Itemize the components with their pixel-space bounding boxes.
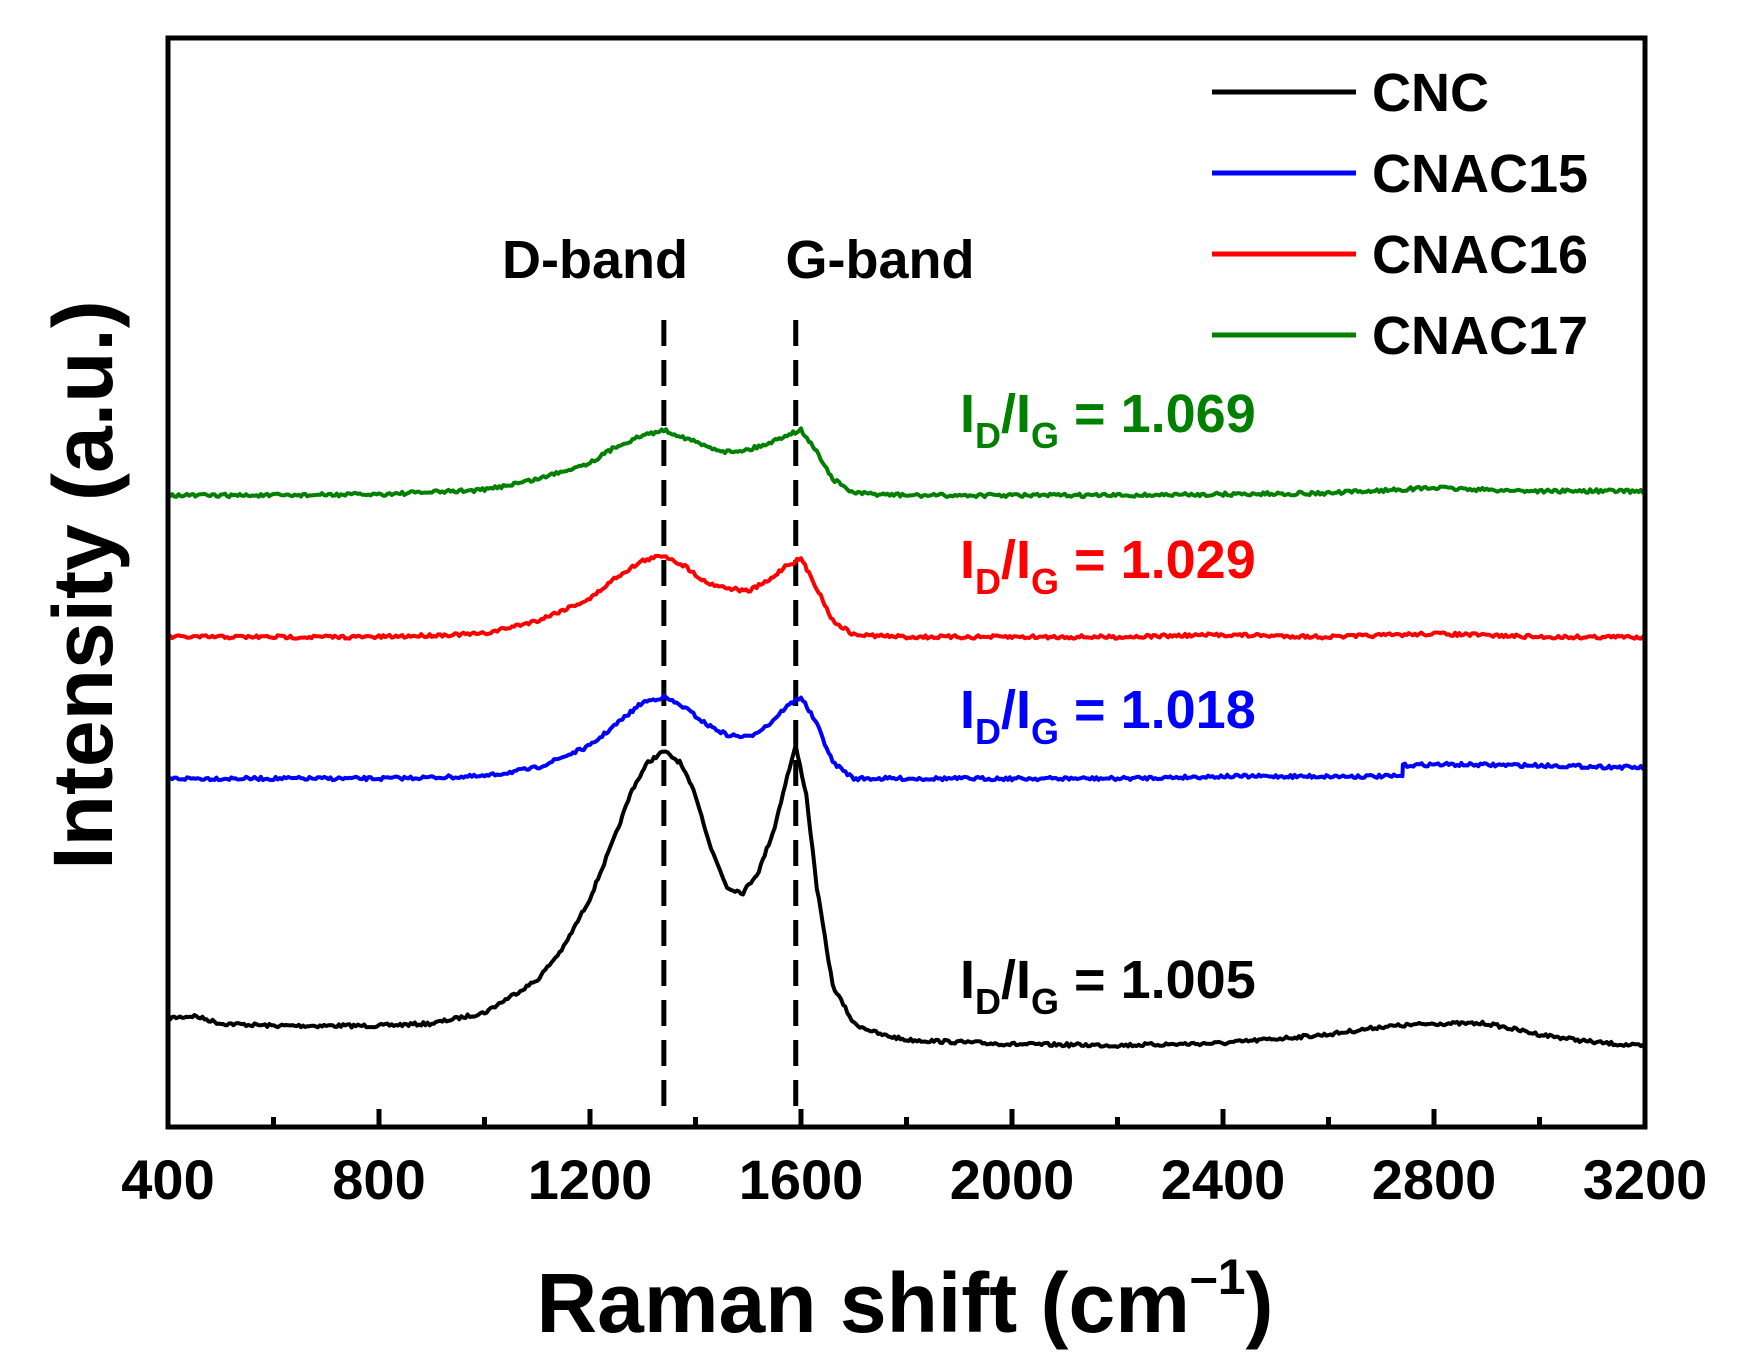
ratio-text: I: [960, 950, 975, 1010]
ratio-text: /I: [1001, 384, 1031, 444]
ratio-label-cnac16: ID/IG = 1.029: [960, 530, 1256, 602]
ratio-text: = 1.018: [1059, 680, 1256, 740]
series-line-cnac17: [167, 426, 1647, 500]
x-tick-label: 2400: [1161, 1148, 1286, 1211]
ratio-label-cnac17: ID/IG = 1.069: [960, 384, 1256, 456]
ratio-text: /I: [1001, 530, 1031, 590]
x-axis-title-sup: –1: [1190, 1249, 1246, 1305]
y-axis-title: Intensity (a.u.): [36, 300, 130, 869]
series-line-cnc: [166, 742, 1647, 1049]
ratio-text: I: [960, 680, 975, 740]
legend-label-cnac16: CNAC16: [1372, 225, 1588, 285]
ratio-text: I: [960, 384, 975, 444]
ratio-label-cnc: ID/IG = 1.005: [960, 950, 1256, 1022]
ratio-subscript: G: [1031, 561, 1059, 602]
x-tick-label: 2800: [1372, 1148, 1497, 1211]
x-axis-tick-labels: 400 800 1200 1600 2000 2400 2800 3200: [121, 1148, 1707, 1211]
band-dashed-lines: [661, 320, 799, 1117]
ratio-subscript: D: [975, 981, 1001, 1022]
legend: CNC CNAC15 CNAC16 CNAC17: [1212, 63, 1588, 366]
ratio-subscript: D: [975, 711, 1001, 752]
ratio-subscript: G: [1031, 711, 1059, 752]
legend-label-cnac17: CNAC17: [1372, 306, 1588, 366]
ratio-subscript: D: [975, 561, 1001, 602]
g-band-label: G-band: [786, 230, 975, 290]
x-tick-label: 3200: [1583, 1148, 1708, 1211]
x-tick-label: 800: [332, 1148, 425, 1211]
x-tick-label: 1600: [739, 1148, 864, 1211]
x-axis-title: Raman shift (cm–1): [536, 1249, 1273, 1350]
ratio-subscript: G: [1031, 415, 1059, 456]
d-band-label: D-band: [502, 230, 688, 290]
x-tick-label: 400: [121, 1148, 214, 1211]
ratio-text: I: [960, 530, 975, 590]
ratio-subscript: G: [1031, 981, 1059, 1022]
ratio-text: = 1.005: [1059, 950, 1256, 1010]
legend-label-cnc: CNC: [1372, 63, 1489, 123]
x-axis-title-main: Raman shift (cm: [536, 1256, 1189, 1350]
ratio-label-cnac15: ID/IG = 1.018: [960, 680, 1256, 752]
ratio-text: = 1.029: [1059, 530, 1256, 590]
ratio-text: = 1.069: [1059, 384, 1256, 444]
ratio-subscript: D: [975, 415, 1001, 456]
series-line-cnac15: [167, 693, 1646, 783]
x-tick-label: 2000: [950, 1148, 1075, 1211]
legend-label-cnac15: CNAC15: [1372, 144, 1588, 204]
x-tick-label: 1200: [528, 1148, 653, 1211]
ratio-text: /I: [1001, 950, 1031, 1010]
plot-frame: [165, 35, 1648, 1130]
x-axis-title-close: ): [1246, 1256, 1274, 1350]
series-line-cnac16: [167, 553, 1646, 641]
ratio-text: /I: [1001, 680, 1031, 740]
series-lines: [166, 426, 1647, 1049]
